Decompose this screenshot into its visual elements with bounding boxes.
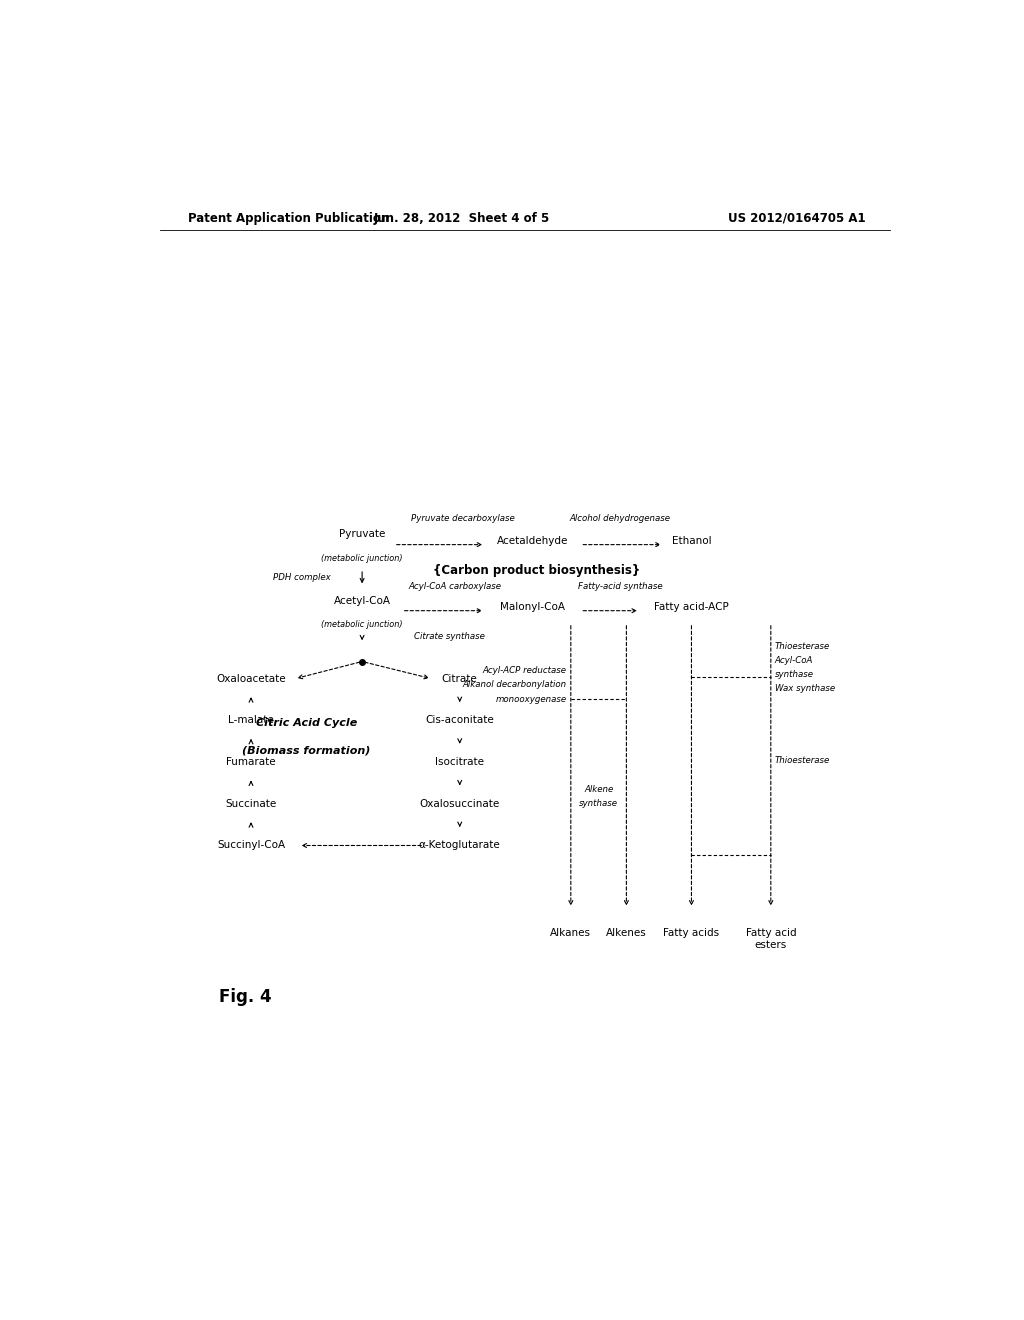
Text: α-Ketoglutarate: α-Ketoglutarate <box>419 841 501 850</box>
Text: Fatty acid
esters: Fatty acid esters <box>745 928 796 950</box>
Text: PDH complex: PDH complex <box>272 573 331 582</box>
Text: Oxaloacetate: Oxaloacetate <box>216 673 286 684</box>
Text: Acyl-ACP reductase: Acyl-ACP reductase <box>483 667 567 675</box>
Text: Patent Application Publication: Patent Application Publication <box>187 213 389 224</box>
Text: Wax synthase: Wax synthase <box>775 685 835 693</box>
Text: Alkanol decarbonylation: Alkanol decarbonylation <box>463 680 567 689</box>
Text: Jun. 28, 2012  Sheet 4 of 5: Jun. 28, 2012 Sheet 4 of 5 <box>373 213 550 224</box>
Text: monooxygenase: monooxygenase <box>496 694 567 704</box>
Text: L-malate: L-malate <box>228 715 273 726</box>
Text: Oxalosuccinate: Oxalosuccinate <box>420 799 500 809</box>
Text: Fig. 4: Fig. 4 <box>219 987 272 1006</box>
Text: Fatty acid-ACP: Fatty acid-ACP <box>654 602 729 611</box>
Text: Isocitrate: Isocitrate <box>435 758 484 767</box>
Text: Pyruvate decarboxylase: Pyruvate decarboxylase <box>412 513 515 523</box>
Text: Alkanes: Alkanes <box>550 928 591 939</box>
Text: Alkenes: Alkenes <box>606 928 647 939</box>
Text: (metabolic junction): (metabolic junction) <box>322 620 402 630</box>
Text: Thioesterase: Thioesterase <box>775 756 830 766</box>
Text: {Carbon product biosynthesis}: {Carbon product biosynthesis} <box>433 564 640 577</box>
Text: synthase: synthase <box>580 800 618 808</box>
Text: Thioesterase: Thioesterase <box>775 642 830 651</box>
Text: Fatty-acid synthase: Fatty-acid synthase <box>578 582 663 591</box>
Text: Alkene: Alkene <box>584 785 613 795</box>
Text: Acetyl-CoA: Acetyl-CoA <box>334 595 390 606</box>
Text: Pyruvate: Pyruvate <box>339 529 385 540</box>
Text: Citrate synthase: Citrate synthase <box>414 631 484 640</box>
Text: synthase: synthase <box>775 671 814 680</box>
Text: Alcohol dehydrogenase: Alcohol dehydrogenase <box>569 513 671 523</box>
Text: US 2012/0164705 A1: US 2012/0164705 A1 <box>728 213 866 224</box>
Text: Fatty acids: Fatty acids <box>664 928 720 939</box>
Text: Acyl-CoA: Acyl-CoA <box>775 656 813 665</box>
Text: Citrate: Citrate <box>441 673 477 684</box>
Text: Acyl-CoA carboxylase: Acyl-CoA carboxylase <box>409 582 502 591</box>
Text: Fumarate: Fumarate <box>226 758 275 767</box>
Text: Succinate: Succinate <box>225 799 276 809</box>
Text: Acetaldehyde: Acetaldehyde <box>497 536 568 545</box>
Text: Ethanol: Ethanol <box>672 536 712 545</box>
Text: Malonyl-CoA: Malonyl-CoA <box>501 602 565 611</box>
Text: Succinyl-CoA: Succinyl-CoA <box>217 841 285 850</box>
Text: Cis-aconitate: Cis-aconitate <box>425 715 495 726</box>
Text: (metabolic junction): (metabolic junction) <box>322 554 402 564</box>
Text: Citric Acid Cycle: Citric Acid Cycle <box>256 718 357 727</box>
Text: (Biomass formation): (Biomass formation) <box>243 746 371 756</box>
